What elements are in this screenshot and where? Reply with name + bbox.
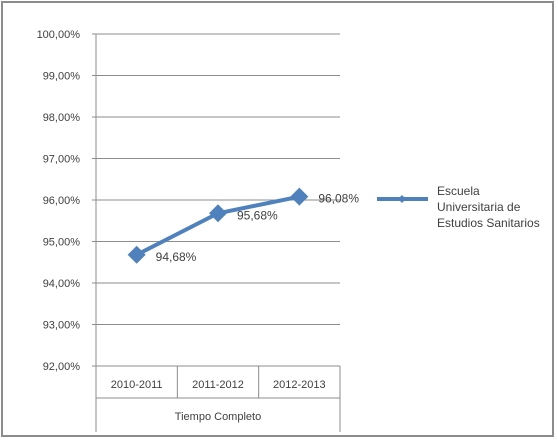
y-tick-label: 93,00%: [43, 320, 81, 332]
y-tick-label: 96,00%: [43, 195, 81, 207]
chart-frame: [1, 1, 554, 437]
y-tick-label: 100,00%: [37, 29, 81, 41]
x-tick-label: 2012-2013: [273, 379, 326, 391]
data-point-marker: [127, 245, 146, 264]
legend-entry-label: Escuela Universitaria de Estudios Sanita…: [437, 184, 540, 230]
data-label: 96,08%: [318, 192, 359, 206]
series-layer: [127, 187, 309, 264]
y-tick-label: 99,00%: [43, 71, 81, 83]
y-axis-ticks: 92,00% 93,00% 94,00% 95,00% 96,00% 97,00% 98,0…: [37, 29, 81, 373]
y-tick-label: 94,00%: [43, 278, 81, 290]
y-tick-label: 98,00%: [43, 112, 81, 124]
x-tick-label: 2010-2011: [111, 379, 163, 391]
data-labels: 94,68% 95,68% 96,08%: [156, 192, 360, 264]
y-tick-label: 97,00%: [43, 154, 81, 166]
gridlines: [92, 33, 340, 367]
legend: [377, 195, 428, 203]
x-tick-label: 2011-2012: [192, 379, 244, 391]
legend-marker: [398, 195, 406, 203]
data-point-marker: [290, 187, 309, 206]
y-tick-label: 95,00%: [43, 237, 81, 249]
x-axis-group-label: Tiempo Completo: [175, 411, 261, 423]
data-label: 94,68%: [156, 250, 197, 264]
data-point-marker: [209, 204, 227, 223]
y-tick-label: 92,00%: [43, 361, 81, 373]
x-axis: 2010-2011 2011-2012 2012-2013 Tiempo Comple…: [95, 34, 341, 432]
data-label: 95,68%: [237, 208, 278, 222]
